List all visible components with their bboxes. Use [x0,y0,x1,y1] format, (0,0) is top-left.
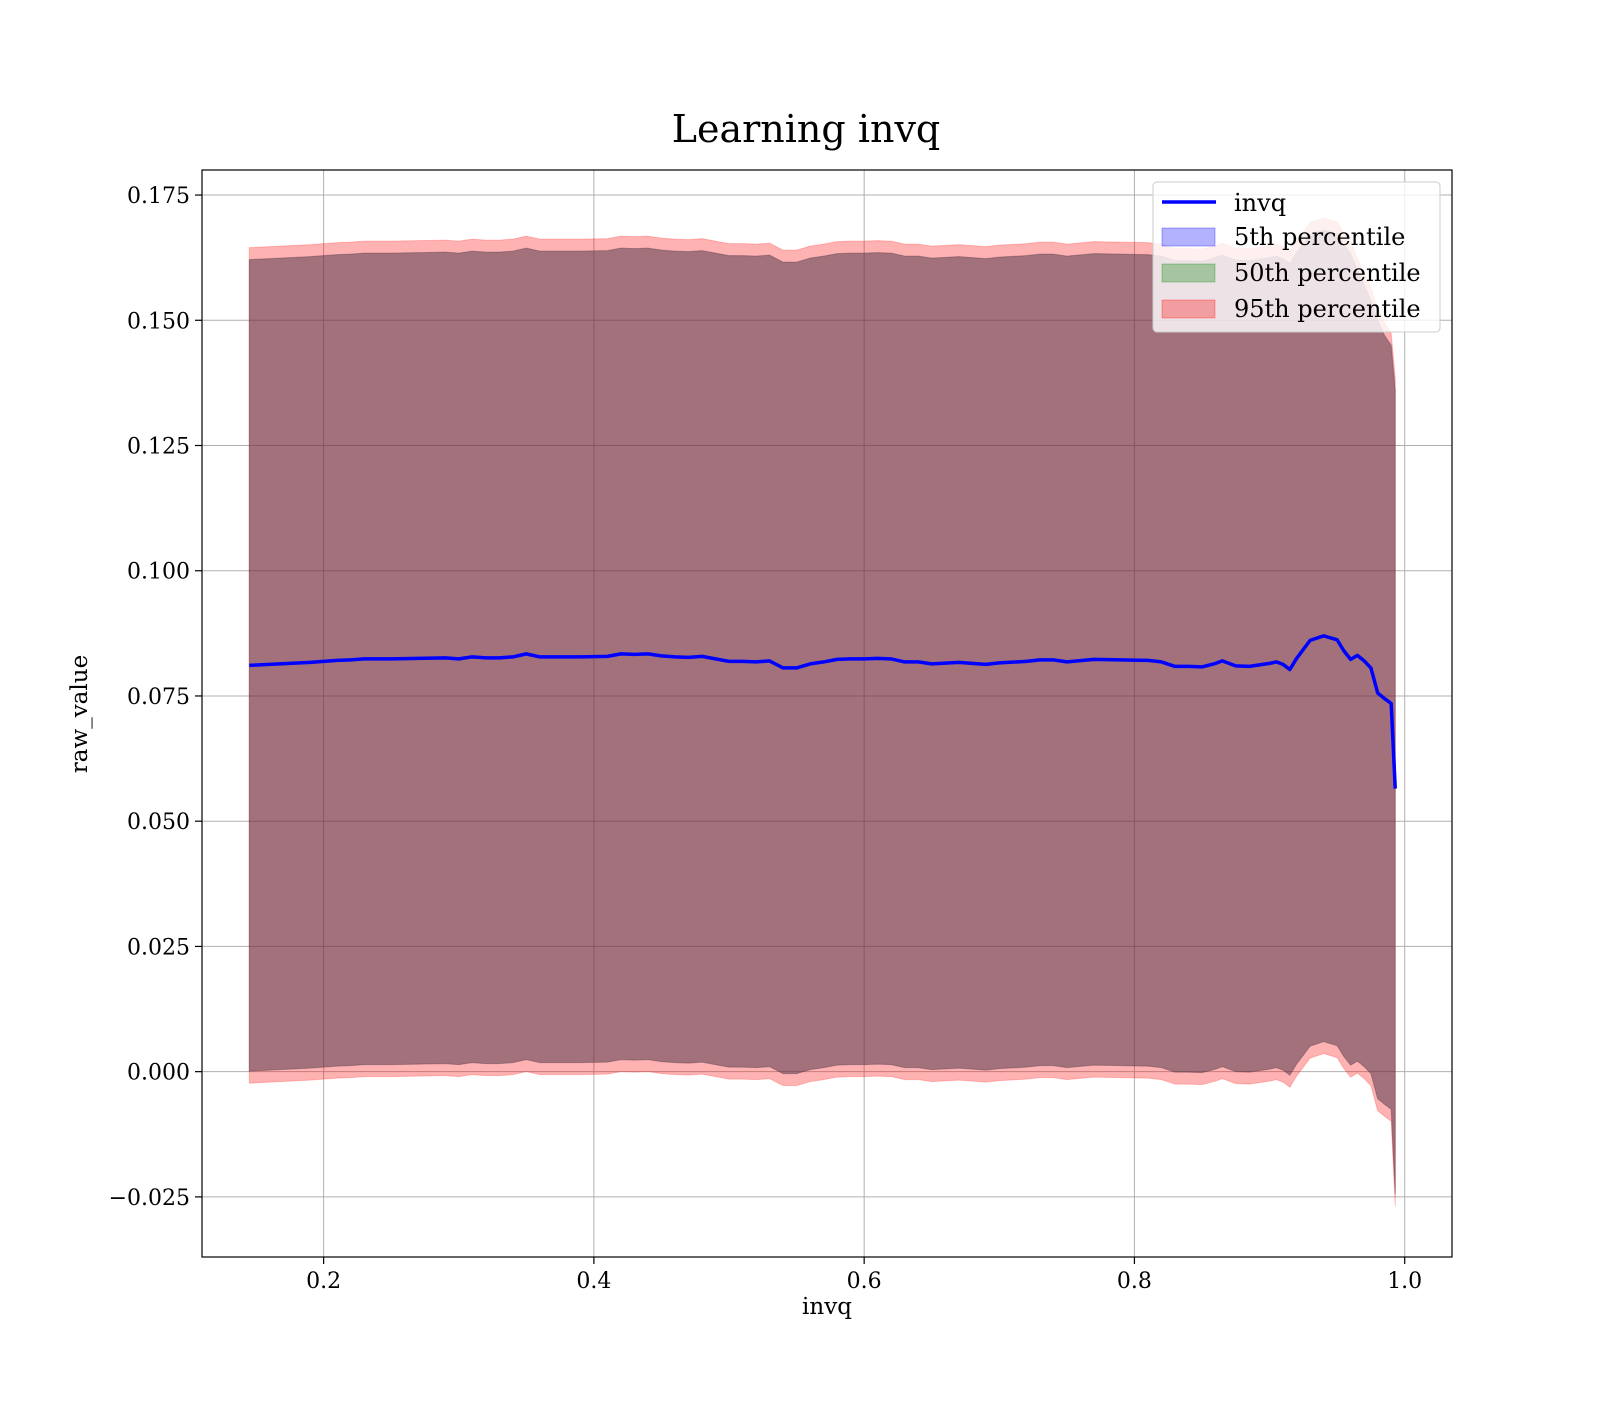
legend: invq 5th percentile 50th percentile 95th… [1152,181,1441,333]
chart-title: Learning invq [672,107,940,151]
x-tick-label: 0.6 [847,1269,882,1294]
legend-swatch-95th [1161,299,1216,319]
y-tick-label: 0.075 [127,685,190,710]
legend-box [1152,181,1441,333]
x-tick-label: 0.4 [576,1269,611,1294]
band-50th-percentile [248,229,1396,1195]
percentile-bands [248,217,1396,1207]
legend-swatch-5th [1161,227,1216,247]
y-tick-label: 0.050 [127,810,190,835]
y-tick-label: 0.025 [127,935,190,960]
legend-label-95th: 95th percentile [1234,295,1421,323]
legend-label-invq: invq [1234,189,1286,217]
legend-label-5th: 5th percentile [1234,223,1405,251]
legend-swatch-50th [1161,263,1216,283]
y-tick-label: 0.100 [127,560,190,585]
series-line-invq [249,634,1397,789]
y-tick-label: 0.000 [127,1061,190,1086]
y-tick-label: 0.175 [127,184,190,209]
y-axis-ticks: −0.025 0.000 0.025 0.050 0.075 0.100 0.125 0.15… [109,184,202,1211]
x-tick-label: 0.8 [1117,1269,1152,1294]
y-tick-label: 0.125 [127,435,190,460]
y-tick-label: 0.150 [127,309,190,334]
band-5th-percentile [248,229,1396,1195]
x-axis-label: invq [802,1294,852,1320]
x-axis-ticks: 0.2 0.4 0.6 0.8 1.0 [306,1257,1422,1294]
series-lines [249,634,1397,789]
legend-label-50th: 50th percentile [1234,259,1421,287]
plot-area-frame [201,169,1453,1258]
x-tick-label: 1.0 [1387,1269,1422,1294]
band-95th-percentile [248,217,1396,1207]
y-tick-label: −0.025 [109,1186,190,1211]
x-tick-label: 0.2 [306,1269,341,1294]
y-axis-label: raw_value [67,655,93,773]
